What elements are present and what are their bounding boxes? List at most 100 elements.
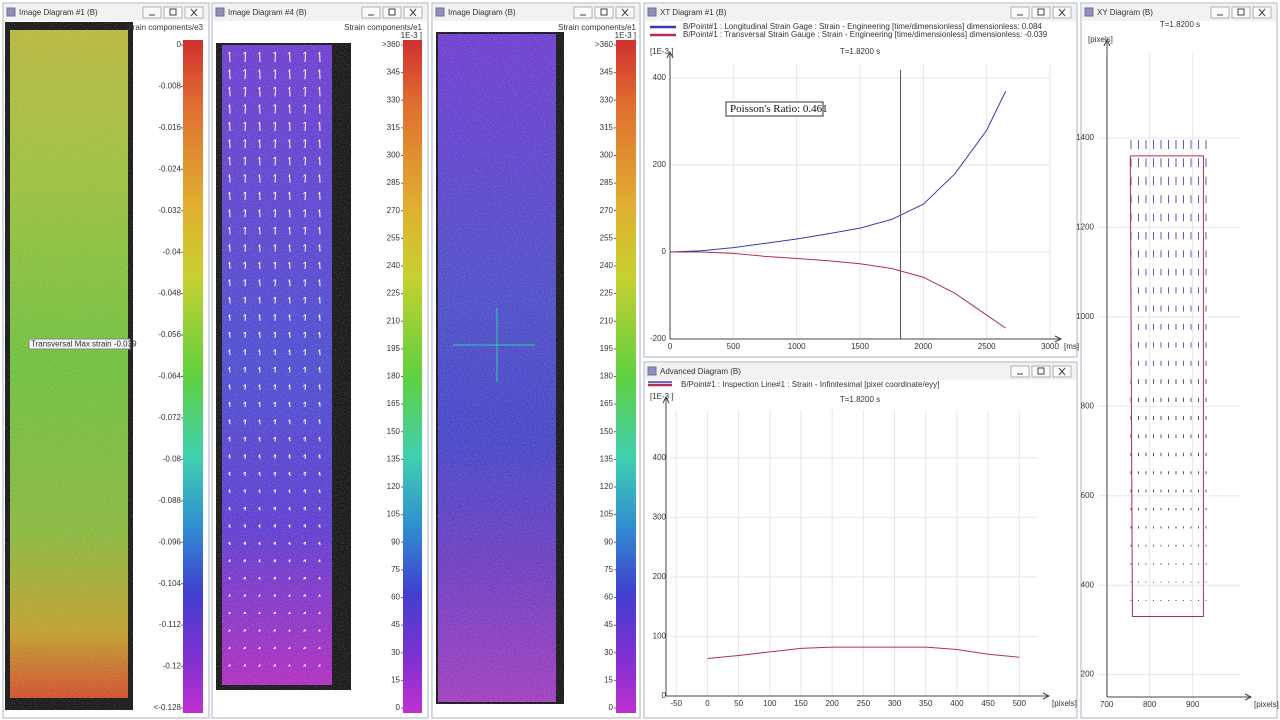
window-button[interactable]	[163, 6, 183, 19]
window-button[interactable]	[573, 6, 593, 19]
vector-head	[318, 139, 321, 142]
vector-head	[243, 139, 246, 142]
colorbar-title: Strain components/e1	[558, 23, 636, 32]
close-glyph	[190, 8, 198, 17]
vector-head	[288, 454, 291, 457]
vector-head	[228, 139, 231, 142]
vector-arrow	[244, 261, 247, 270]
colorbar-tick-label: 285	[387, 178, 401, 187]
vector-head	[288, 331, 291, 335]
vector-arrow	[244, 156, 247, 166]
colorbar-tick-label: 15	[604, 675, 613, 684]
colorbar-tick-label: 270	[600, 206, 614, 215]
axis-arrow	[1042, 692, 1051, 700]
colorbar-tick-label: 315	[387, 123, 401, 132]
colorbar-tick-label: -0.056	[158, 330, 181, 339]
vector-head	[303, 436, 306, 440]
vector-head	[228, 576, 231, 580]
vector-head	[228, 296, 231, 300]
vector-arrow	[304, 296, 307, 304]
vector-arrow	[274, 489, 277, 494]
x-tick-label: 400	[950, 699, 964, 708]
vector-head	[288, 664, 291, 667]
colorbar-tick-label: 75	[604, 565, 613, 574]
vector-arrow	[274, 471, 277, 477]
vector-head	[318, 366, 321, 370]
vector-arrow	[304, 366, 307, 373]
y-tick-label: 200	[653, 572, 667, 581]
window-button[interactable]	[1010, 365, 1030, 378]
x-tick-label: 1000	[788, 342, 806, 351]
colorbar-tick-label: 0	[177, 40, 182, 49]
colorbar-tick-label: -0.096	[158, 537, 181, 546]
colorbar-tick-label: 210	[387, 316, 401, 325]
vector-head	[258, 69, 261, 72]
series-line	[670, 251, 1006, 329]
vector-arrow	[274, 226, 277, 235]
vector-head	[273, 331, 276, 335]
vector-head	[258, 104, 261, 107]
vector-arrow	[244, 454, 247, 459]
window-button[interactable]	[382, 6, 402, 19]
vector-head	[258, 419, 261, 422]
vector-arrow	[304, 191, 307, 201]
colorbar-tick-label: 330	[387, 95, 401, 104]
colorbar-tick-label: -0.04	[163, 247, 182, 256]
vector-head	[258, 296, 261, 300]
window-button[interactable]	[1010, 6, 1030, 19]
vector-head	[258, 489, 261, 492]
window-button[interactable]	[142, 6, 162, 19]
vector-head	[273, 296, 276, 300]
vector-arrow	[304, 471, 307, 477]
vector-head	[228, 524, 231, 527]
vector-head	[288, 314, 291, 317]
vector-head	[258, 191, 261, 195]
window-button[interactable]	[1231, 6, 1251, 19]
vector-head	[273, 436, 276, 440]
y-tick-label: 1000	[1076, 312, 1094, 321]
axis-arrow	[662, 395, 670, 404]
vector-head	[288, 121, 291, 125]
vector-head	[303, 86, 306, 90]
vector-head	[273, 314, 276, 317]
vector-head	[318, 86, 321, 90]
vector-arrow	[274, 664, 277, 667]
vector-head	[243, 279, 246, 282]
vector-head	[273, 454, 276, 457]
vector-arrow	[244, 244, 247, 252]
window-button[interactable]	[1210, 6, 1230, 19]
vector-head	[258, 454, 261, 457]
vector-arrow	[274, 629, 277, 632]
colorbar-tick-label: 225	[387, 289, 401, 298]
vector-arrow	[274, 419, 277, 425]
window-button[interactable]	[1031, 365, 1051, 378]
colorbar-tick-label: 345	[600, 68, 614, 77]
window-title: Advanced Diagram (B)	[660, 367, 741, 376]
colorbar-tick-label: -0.048	[158, 289, 181, 298]
vector-head	[243, 524, 246, 527]
vector-head	[303, 594, 306, 597]
vector-head	[318, 296, 321, 300]
vector-head	[318, 331, 321, 335]
vector-head	[228, 69, 231, 72]
window-button[interactable]	[1031, 6, 1051, 19]
vector-head	[318, 261, 321, 265]
window-title: Image Diagram (B)	[448, 8, 516, 17]
series-line	[707, 646, 1020, 659]
time-label: T=1.8200 s	[840, 47, 880, 56]
vector-head	[258, 594, 261, 597]
colorbar	[183, 40, 203, 713]
vector-head	[228, 121, 231, 125]
window-button[interactable]	[594, 6, 614, 19]
y-tick-label: 400	[653, 73, 667, 82]
colorbar-tick-label: 45	[391, 620, 400, 629]
vector-head	[273, 506, 276, 510]
colorbar-tick-label: -0.024	[158, 164, 181, 173]
y-tick-label: 800	[1081, 401, 1095, 410]
vector-head	[243, 576, 246, 580]
max-glyph	[1037, 8, 1045, 16]
vector-head	[228, 559, 231, 562]
vector-arrow	[304, 121, 307, 132]
window-button[interactable]	[361, 6, 381, 19]
